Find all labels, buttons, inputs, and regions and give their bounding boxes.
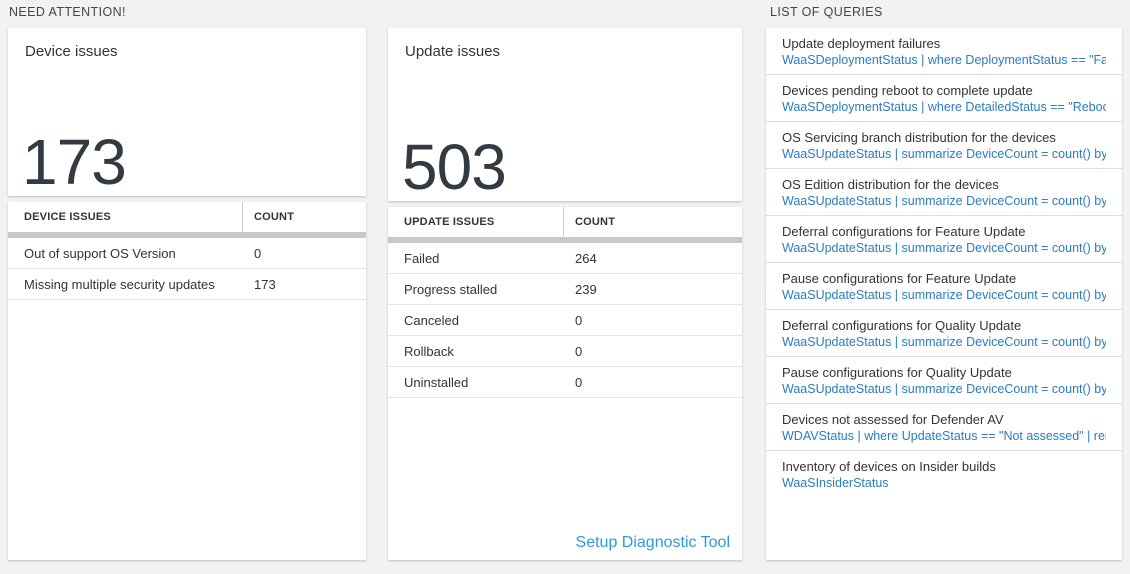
query-item-os-servicing-branch[interactable]: OS Servicing branch distribution for the… bbox=[766, 122, 1122, 169]
query-text-link[interactable]: WaaSInsiderStatus bbox=[782, 476, 889, 490]
query-title: Deferral configurations for Quality Upda… bbox=[782, 318, 1022, 333]
device-issues-table-header: DEVICE ISSUES COUNT bbox=[8, 202, 366, 232]
table-row-canceled[interactable]: Canceled 0 bbox=[388, 305, 742, 336]
row-count: 0 bbox=[575, 343, 583, 359]
update-issues-tile[interactable]: Update issues 503 bbox=[388, 28, 742, 201]
query-item-deferral-quality-update[interactable]: Deferral configurations for Quality Upda… bbox=[766, 310, 1122, 357]
table-row-rollback[interactable]: Rollback 0 bbox=[388, 336, 742, 367]
table-row-uninstalled[interactable]: Uninstalled 0 bbox=[388, 367, 742, 398]
need-attention-heading: NEED ATTENTION! bbox=[9, 5, 126, 19]
query-item-update-deployment-failures[interactable]: Update deployment failures WaaSDeploymen… bbox=[766, 28, 1122, 75]
query-text-link[interactable]: WaaSUpdateStatus | summarize DeviceCount… bbox=[782, 335, 1106, 349]
row-label: Failed bbox=[404, 250, 440, 266]
update-issues-table-header: UPDATE ISSUES COUNT bbox=[388, 207, 742, 237]
list-of-queries-heading: LIST OF QUERIES bbox=[770, 5, 883, 19]
query-text-link[interactable]: WaaSDeploymentStatus | where DetailedSta… bbox=[782, 100, 1106, 114]
row-count: 173 bbox=[254, 276, 276, 292]
device-issues-table: DEVICE ISSUES COUNT Out of support OS Ve… bbox=[8, 202, 366, 560]
row-label: Out of support OS Version bbox=[24, 245, 176, 261]
update-count-column-header: COUNT bbox=[575, 216, 616, 228]
table-row-progress-stalled[interactable]: Progress stalled 239 bbox=[388, 274, 742, 305]
table-header-divider bbox=[8, 232, 366, 238]
row-label: Missing multiple security updates bbox=[24, 276, 215, 292]
update-issues-tile-count: 503 bbox=[402, 131, 507, 203]
device-issues-tile-count: 173 bbox=[22, 126, 127, 198]
device-issues-column-header: DEVICE ISSUES bbox=[8, 202, 243, 232]
update-issues-column-header: UPDATE ISSUES bbox=[388, 207, 564, 237]
query-title: OS Servicing branch distribution for the… bbox=[782, 130, 1056, 145]
query-title: Deferral configurations for Feature Upda… bbox=[782, 224, 1026, 239]
device-count-column-header: COUNT bbox=[254, 211, 295, 223]
row-count: 0 bbox=[575, 312, 583, 328]
row-count: 0 bbox=[254, 245, 262, 261]
device-issues-tile-title: Device issues bbox=[25, 43, 118, 60]
query-text-link[interactable]: WaaSUpdateStatus | summarize DeviceCount… bbox=[782, 382, 1106, 396]
update-issues-tile-title: Update issues bbox=[405, 43, 501, 60]
query-text-link[interactable]: WaaSUpdateStatus | summarize DeviceCount… bbox=[782, 147, 1106, 161]
query-item-deferral-feature-update[interactable]: Deferral configurations for Feature Upda… bbox=[766, 216, 1122, 263]
table-row-missing-security-updates[interactable]: Missing multiple security updates 173 bbox=[8, 269, 366, 300]
query-text-link[interactable]: WaaSUpdateStatus | summarize DeviceCount… bbox=[782, 241, 1106, 255]
query-item-os-edition-distribution[interactable]: OS Edition distribution for the devices … bbox=[766, 169, 1122, 216]
query-item-insider-builds-inventory[interactable]: Inventory of devices on Insider builds W… bbox=[766, 451, 1122, 498]
table-row-failed[interactable]: Failed 264 bbox=[388, 243, 742, 274]
device-issues-tile[interactable]: Device issues 173 bbox=[8, 28, 366, 196]
row-count: 264 bbox=[575, 250, 597, 266]
row-label: Rollback bbox=[404, 343, 454, 359]
query-list-panel: Update deployment failures WaaSDeploymen… bbox=[766, 28, 1122, 560]
query-text-link[interactable]: WDAVStatus | where UpdateStatus == "Not … bbox=[782, 429, 1106, 443]
row-label: Progress stalled bbox=[404, 281, 498, 297]
query-text-link[interactable]: WaaSUpdateStatus | summarize DeviceCount… bbox=[782, 194, 1106, 208]
row-label: Uninstalled bbox=[404, 374, 469, 390]
table-row-out-of-support-os[interactable]: Out of support OS Version 0 bbox=[8, 238, 366, 269]
row-count: 239 bbox=[575, 281, 597, 297]
query-item-pause-feature-update[interactable]: Pause configurations for Feature Update … bbox=[766, 263, 1122, 310]
query-item-defender-av-not-assessed[interactable]: Devices not assessed for Defender AV WDA… bbox=[766, 404, 1122, 451]
query-title: Update deployment failures bbox=[782, 36, 941, 51]
query-text-link[interactable]: WaaSUpdateStatus | summarize DeviceCount… bbox=[782, 288, 1106, 302]
query-title: Devices not assessed for Defender AV bbox=[782, 412, 1004, 427]
row-label: Canceled bbox=[404, 312, 459, 328]
row-count: 0 bbox=[575, 374, 583, 390]
table-header-divider bbox=[388, 237, 742, 243]
query-title: Pause configurations for Quality Update bbox=[782, 365, 1012, 380]
query-title: OS Edition distribution for the devices bbox=[782, 177, 999, 192]
query-title: Devices pending reboot to complete updat… bbox=[782, 83, 1033, 98]
query-text-link[interactable]: WaaSDeploymentStatus | where DeploymentS… bbox=[782, 53, 1106, 67]
query-title: Inventory of devices on Insider builds bbox=[782, 459, 996, 474]
query-item-devices-pending-reboot[interactable]: Devices pending reboot to complete updat… bbox=[766, 75, 1122, 122]
query-item-pause-quality-update[interactable]: Pause configurations for Quality Update … bbox=[766, 357, 1122, 404]
query-title: Pause configurations for Feature Update bbox=[782, 271, 1017, 286]
setup-diagnostic-tool-link[interactable]: Setup Diagnostic Tool bbox=[575, 534, 730, 551]
update-issues-table: UPDATE ISSUES COUNT Failed 264 Progress … bbox=[388, 207, 742, 560]
